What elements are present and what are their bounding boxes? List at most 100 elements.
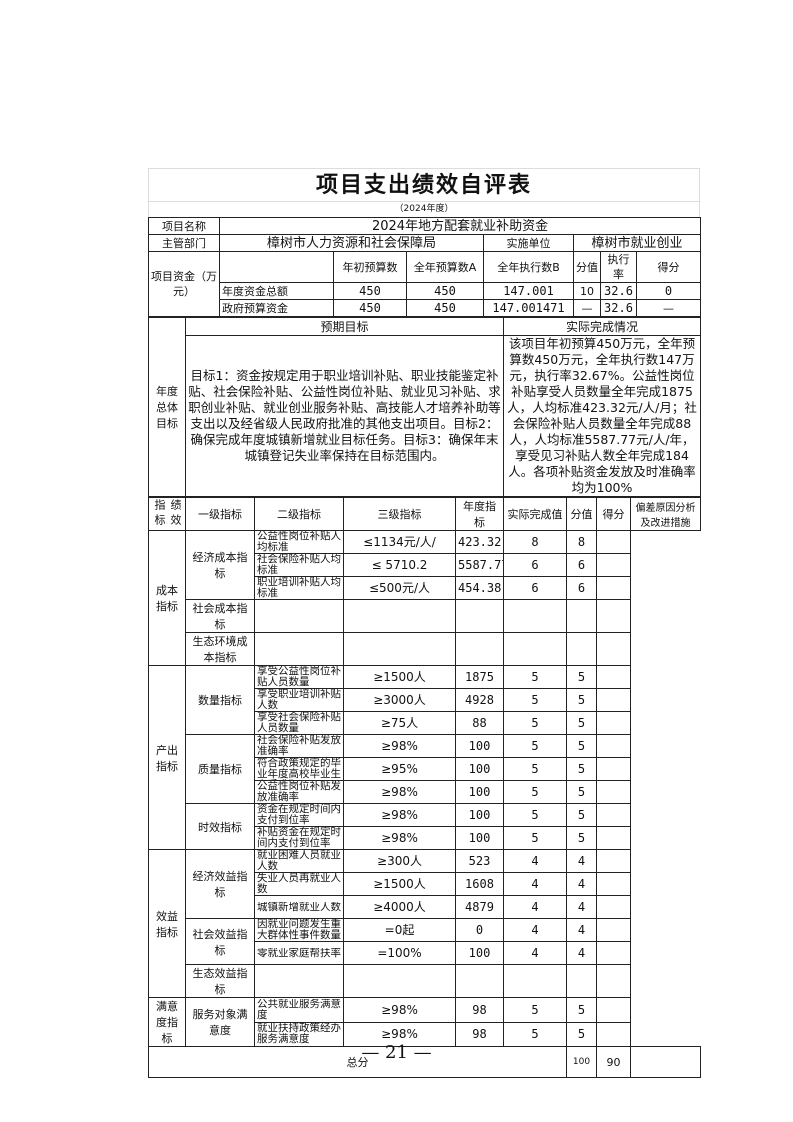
score: 5 xyxy=(566,780,597,804)
impl-label: 实施单位 xyxy=(483,234,574,252)
annual-target: ≥98% xyxy=(343,826,456,850)
deviation-analysis xyxy=(596,1021,631,1047)
indicator-row: 社会成本指标 xyxy=(149,599,701,633)
score-value: 5 xyxy=(503,688,567,712)
annual-target: ≤500元/人 xyxy=(343,576,456,600)
score: 5 xyxy=(566,665,597,689)
level3-indicator: 符合政策规定的毕业年度高校毕业生享受求职 xyxy=(254,757,344,781)
indicator-row: 就业扶持政策经办服务满意度 ≥98% 98 5 5 xyxy=(149,1021,701,1047)
level3-indicator: 资金在规定时间内支付到位率 xyxy=(254,803,344,827)
level3-indicator xyxy=(254,964,344,998)
fund-row: 年度资金总额 450 450 147.001 10 32.6 0 xyxy=(149,282,702,300)
header-level2: 二级指标 xyxy=(254,497,344,531)
annual-target: ≥98% xyxy=(343,997,456,1023)
header-score-value: 分值 xyxy=(566,497,597,531)
fund-executed: 147.001 xyxy=(483,282,574,300)
actual-value: 88 xyxy=(455,711,504,735)
annual-target-text: ≥300人 xyxy=(377,854,422,868)
score-value xyxy=(503,632,567,666)
annual-target-text: ≥98% xyxy=(381,808,418,822)
impl-value: 樟树市就业创业 xyxy=(572,234,702,252)
annual-target: =100% xyxy=(343,941,456,965)
annual-target: ≥1500人 xyxy=(343,872,456,896)
score: 4 xyxy=(566,941,597,965)
fund-row: 政府预算资金 450 450 147.001471 — 32.6 — xyxy=(149,299,702,317)
annual-target-text: ≥1500人 xyxy=(373,877,426,891)
score: 5 xyxy=(566,826,597,850)
score-value: 5 xyxy=(503,826,567,850)
actual-value: 100 xyxy=(455,941,504,965)
deviation-analysis xyxy=(596,553,631,577)
actual-completion-header: 实际完成情况 xyxy=(503,317,701,336)
actual-value: 100 xyxy=(455,780,504,804)
deviation-analysis xyxy=(596,826,631,850)
deviation-analysis xyxy=(596,599,631,633)
level3-indicator: 失业人员再就业人数 xyxy=(254,872,344,896)
actual-completion-text: 该项目年初预算450万元，全年预算数450万元，全年执行数147万元，执行率32… xyxy=(503,335,701,497)
fund-header: 执行率 xyxy=(600,251,637,283)
level3-indicator: 享受公益性岗位补贴人员数量 xyxy=(254,665,344,689)
fund-header-blank xyxy=(219,251,334,283)
deviation-analysis xyxy=(596,665,631,689)
score-value: 5 xyxy=(503,734,567,758)
score: 4 xyxy=(566,849,597,873)
annual-target: =0起 xyxy=(343,918,456,942)
actual-value xyxy=(455,599,504,633)
level3-indicator xyxy=(254,599,344,633)
deviation-analysis xyxy=(596,688,631,712)
score-value: 4 xyxy=(503,872,567,896)
annual-target xyxy=(343,632,456,666)
annual-target-text: ≥1500人 xyxy=(373,670,426,684)
deviation-analysis xyxy=(596,780,631,804)
total-label: 总分 xyxy=(148,1046,567,1078)
level2-indicator: 数量指标 xyxy=(185,665,255,735)
level3-indicator-text: 零就业家庭帮扶率 xyxy=(257,947,341,959)
indicator-row: 城镇新增就业人数 ≥4000人 4879 4 4 xyxy=(149,895,701,919)
actual-value: 1875 xyxy=(455,665,504,689)
score: 5 xyxy=(566,1021,597,1047)
header-actual: 实际完成值 xyxy=(503,497,567,531)
actual-value xyxy=(455,632,504,666)
annual-target: ≥98% xyxy=(343,734,456,758)
score-value: 5 xyxy=(503,665,567,689)
deviation-analysis xyxy=(596,734,631,758)
level3-indicator: 职业培训补贴人均标准 xyxy=(254,576,344,600)
level3-indicator: 公益性岗位补贴人均标准 xyxy=(254,530,344,554)
score-value: 4 xyxy=(503,895,567,919)
annual-target: ≥4000人 xyxy=(343,895,456,919)
annual-target-text: ≥4000人 xyxy=(373,900,426,914)
score-value xyxy=(503,599,567,633)
level3-indicator-text: 享受职业培训补贴人数 xyxy=(257,689,341,711)
fund-header: 全年执行数B xyxy=(483,251,574,283)
level3-indicator-text: 公益性岗位补贴发放准确率 xyxy=(257,781,341,803)
score-value: 4 xyxy=(503,918,567,942)
actual-value: 100 xyxy=(455,826,504,850)
annual-target xyxy=(343,964,456,998)
score-value: 5 xyxy=(503,711,567,735)
deviation-analysis xyxy=(596,711,631,735)
indicator-row: 公益性岗位补贴发放准确率 ≥98% 100 5 5 xyxy=(149,780,701,804)
annual-target: ≥3000人 xyxy=(343,688,456,712)
deviation-analysis xyxy=(596,803,631,827)
level3-indicator xyxy=(254,632,344,666)
actual-value: 5587.77 xyxy=(455,553,504,577)
level3-indicator: 城镇新增就业人数 xyxy=(254,895,344,919)
total-deviation xyxy=(630,1046,701,1078)
level3-indicator: 公共就业服务满意度 xyxy=(254,997,344,1023)
annual-target-text: ≥98% xyxy=(381,1002,418,1017)
annual-target-text: ≥98% xyxy=(381,739,418,753)
level3-indicator-text: 符合政策规定的毕业年度高校毕业生享受求职 xyxy=(257,758,341,780)
score: 4 xyxy=(566,895,597,919)
actual-value xyxy=(455,964,504,998)
level3-indicator-text: 就业扶持政策经办服务满意度 xyxy=(257,1023,341,1046)
fund-score-value: — xyxy=(573,299,601,317)
form-subtitle: （2024年度） xyxy=(148,201,700,217)
score: 5 xyxy=(566,757,597,781)
fund-initial: 450 xyxy=(333,299,407,317)
score: 4 xyxy=(566,918,597,942)
fund-rate: 32.6 xyxy=(600,282,637,300)
level3-indicator-text: 职业培训补贴人均标准 xyxy=(257,577,341,599)
deviation-analysis xyxy=(596,757,631,781)
indicator-row: 满意度指标 服务对象满意度 公共就业服务满意度 ≥98% 98 5 5 xyxy=(148,997,701,1047)
actual-value: 1608 xyxy=(455,872,504,896)
